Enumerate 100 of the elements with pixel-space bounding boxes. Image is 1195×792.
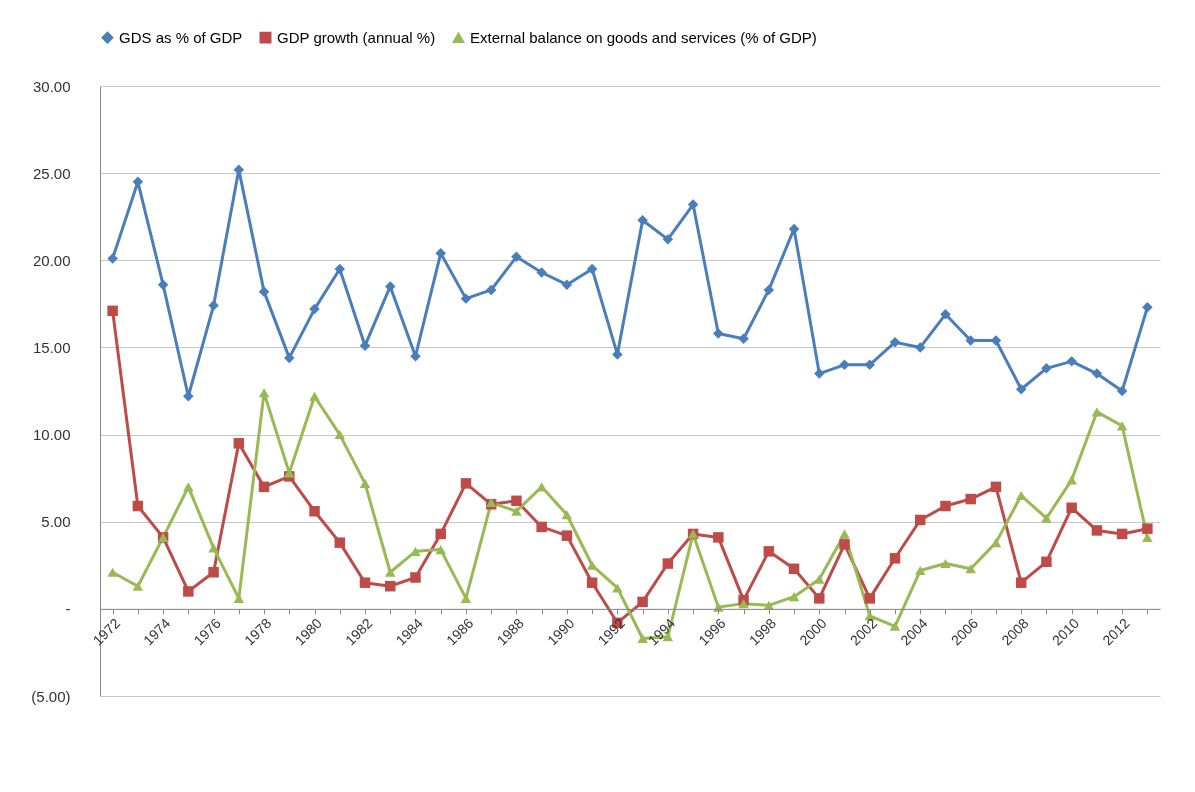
- point: [637, 596, 648, 608]
- point: [662, 234, 674, 245]
- point: [1091, 407, 1103, 417]
- point: [107, 567, 118, 577]
- point: [687, 199, 699, 210]
- point: [889, 621, 901, 631]
- point: [107, 305, 118, 317]
- y-tick-label: 15.00: [32, 338, 71, 356]
- point: [208, 543, 219, 553]
- point: [536, 521, 547, 533]
- point: [814, 593, 825, 604]
- point: [1066, 502, 1077, 514]
- y-tick-label: (5.00): [31, 687, 71, 705]
- point: [914, 514, 926, 526]
- point: [965, 335, 976, 346]
- point: [309, 391, 320, 401]
- y-tick-label: 30.00: [32, 77, 71, 95]
- y-tick-label: 25.00: [32, 164, 71, 182]
- point: [183, 586, 194, 597]
- point: [637, 214, 648, 226]
- point: [940, 559, 951, 569]
- point: [586, 263, 598, 275]
- point: [965, 564, 976, 574]
- point: [334, 430, 346, 440]
- point: [1091, 368, 1103, 379]
- point: [410, 572, 421, 583]
- point: [940, 500, 951, 512]
- point: [1116, 528, 1128, 540]
- point: [384, 281, 396, 292]
- point: [258, 286, 270, 297]
- point: [1116, 385, 1128, 397]
- point: [1015, 384, 1027, 395]
- point: [839, 359, 850, 371]
- legend-label: GDS as % of GDP: [119, 28, 243, 46]
- legend-label: GDP growth (annual %): [277, 28, 436, 46]
- point: [208, 300, 219, 311]
- point: [788, 592, 800, 602]
- point: [334, 263, 346, 275]
- point: [864, 359, 876, 371]
- point: [1142, 532, 1153, 542]
- point: [738, 599, 749, 609]
- point: [309, 303, 320, 315]
- point: [1041, 363, 1052, 374]
- point: [763, 546, 775, 557]
- point: [864, 593, 876, 604]
- point: [132, 500, 144, 512]
- point: [1142, 523, 1153, 534]
- point: [839, 539, 850, 550]
- point: [485, 284, 497, 296]
- point: [914, 565, 926, 576]
- point: [1116, 421, 1128, 431]
- point: [460, 478, 472, 489]
- point: [460, 293, 472, 304]
- point: [889, 336, 901, 348]
- point: [157, 279, 169, 290]
- point: [637, 633, 648, 644]
- point: [990, 538, 1002, 548]
- point: [814, 368, 825, 379]
- point: [384, 567, 396, 577]
- point: [435, 528, 446, 540]
- point: [839, 529, 850, 539]
- y-tick-label: 5.00: [41, 513, 71, 531]
- point: [536, 267, 547, 278]
- point: [384, 580, 396, 592]
- point: [1091, 525, 1103, 536]
- y-tick-label: 20.00: [32, 251, 71, 269]
- point: [1041, 556, 1052, 568]
- point: [738, 333, 749, 344]
- point: [763, 284, 775, 296]
- point: [309, 506, 320, 517]
- y-tick-label: 10.00: [32, 426, 71, 444]
- point: [233, 438, 245, 449]
- point: [359, 577, 371, 588]
- point: [940, 309, 951, 320]
- point: [435, 248, 446, 259]
- point: [359, 478, 371, 488]
- point: [561, 510, 573, 520]
- point: [284, 352, 295, 364]
- point: [258, 388, 270, 398]
- point: [561, 530, 573, 541]
- point: [511, 506, 522, 516]
- point: [662, 558, 674, 569]
- point: [132, 581, 144, 591]
- point: [889, 553, 901, 564]
- point: [586, 577, 598, 588]
- legend-label: External balance on goods and services (% of GDP): [470, 28, 817, 46]
- point: [965, 493, 976, 505]
- point: [258, 481, 270, 493]
- point: [183, 482, 194, 492]
- point: [1041, 513, 1052, 523]
- point: [511, 251, 522, 263]
- point: [561, 279, 573, 290]
- point: [107, 253, 118, 264]
- point: [435, 545, 446, 555]
- point: [511, 495, 522, 507]
- y-tick-label: -: [65, 600, 71, 618]
- point: [914, 342, 926, 353]
- point: [788, 563, 800, 575]
- point: [359, 340, 371, 351]
- point: [1066, 356, 1077, 367]
